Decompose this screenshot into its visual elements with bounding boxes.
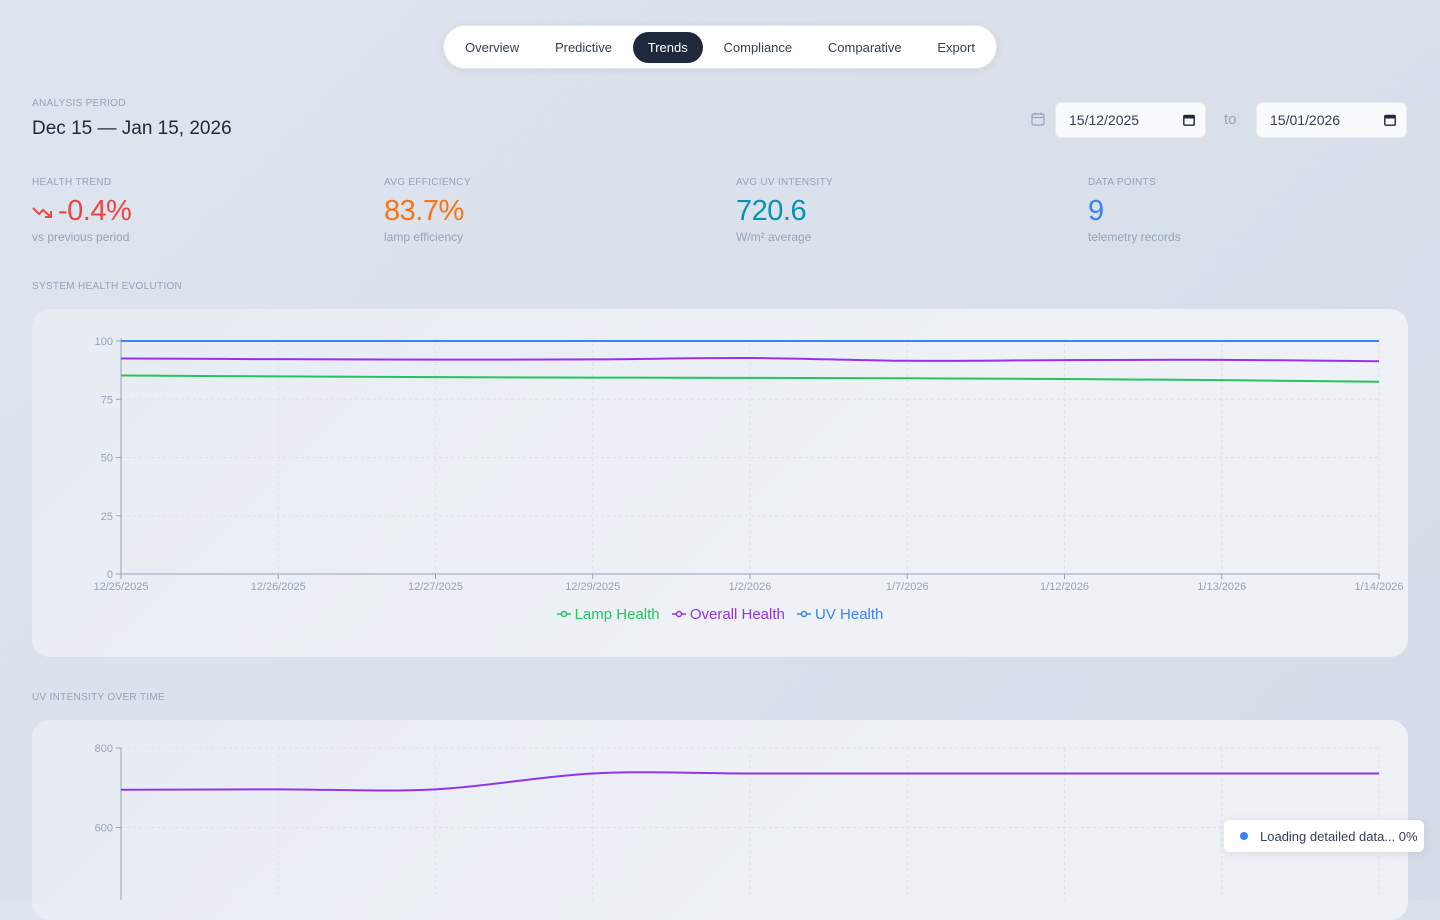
y-tick-label: 50 (101, 453, 113, 465)
y-tick-label: 100 (95, 336, 113, 348)
stat-health-trend: HEALTH TREND -0.4% vs previous period (32, 177, 332, 244)
to-label: to (1224, 111, 1237, 128)
loading-text: Loading detailed data... 0% (1260, 828, 1418, 844)
tab-bar: Overview Predictive Trends Compliance Co… (443, 25, 997, 69)
section-label-health: SYSTEM HEALTH EVOLUTION (32, 281, 183, 292)
tab-compliance[interactable]: Compliance (723, 39, 793, 55)
x-tick-label: 1/13/2026 (1197, 581, 1246, 593)
legend-item-overall-health[interactable]: Overall Health (671, 605, 785, 623)
health-chart-legend: Lamp Health Overall Health UV Health (0, 605, 1440, 623)
y-tick-label: 75 (101, 394, 113, 406)
legend-label: Overall Health (689, 605, 785, 623)
x-tick-label: 1/12/2026 (1040, 581, 1089, 593)
date-to-input[interactable]: 15/01/2026 (1256, 102, 1407, 138)
stat-data-points: DATA POINTS 9 telemetry records (1088, 177, 1388, 244)
tab-comparative[interactable]: Comparative (827, 39, 902, 55)
tab-trends[interactable]: Trends (632, 31, 703, 63)
stat-label: HEALTH TREND (32, 177, 112, 188)
calendar-picker-icon[interactable] (1384, 114, 1396, 126)
x-tick-label: 12/29/2025 (565, 581, 620, 593)
legend-marker-icon (797, 610, 812, 618)
stat-health-trend-value: -0.4% (58, 195, 132, 227)
date-from-value: 15/12/2025 (1069, 112, 1140, 128)
stat-sub: telemetry records (1088, 230, 1181, 244)
trending-down-icon (32, 207, 52, 219)
date-from-input[interactable]: 15/12/2025 (1055, 102, 1206, 138)
stat-avg-uv-intensity: AVG UV INTENSITY 720.6 W/m² average (736, 177, 1036, 244)
loading-toast: Loading detailed data... 0% (1224, 820, 1424, 852)
section-label-uv: UV INTENSITY OVER TIME (32, 692, 165, 703)
stat-sub: lamp efficiency (384, 230, 464, 244)
legend-marker-icon (671, 610, 686, 618)
legend-item-uv-health[interactable]: UV Health (797, 606, 883, 623)
x-tick-label: 12/25/2025 (93, 581, 148, 593)
series-line-1 (120, 356, 1380, 363)
health-chart-card (32, 309, 1408, 657)
stat-label: AVG UV INTENSITY (736, 177, 833, 188)
health-chart: 0 25 50 75 100 12/25/2025 12/26/2025 12/27/2025… (93, 336, 1404, 593)
uv-chart-card (32, 720, 1408, 920)
date-range: 15/12/2025 to 15/01/2026 (1028, 102, 1408, 138)
stat-value: 83.7% (384, 195, 464, 227)
tab-predictive[interactable]: Predictive (554, 39, 613, 55)
x-tick-label: 12/27/2025 (408, 581, 463, 593)
calendar-icon (1031, 112, 1045, 126)
x-tick-label: 12/26/2025 (251, 581, 306, 593)
y-tick-label: 0 (107, 569, 113, 581)
x-tick-label: 1/7/2026 (886, 581, 929, 593)
legend-label: Lamp Health (574, 605, 660, 623)
period-label: ANALYSIS PERIOD (32, 98, 126, 109)
legend-item-lamp-health[interactable]: Lamp Health (556, 605, 660, 623)
tab-export[interactable]: Export (937, 39, 975, 55)
stat-sub: vs previous period (32, 230, 130, 244)
legend-marker-icon (556, 610, 571, 618)
x-tick-label: 1/14/2026 (1355, 581, 1404, 593)
stat-value: -0.4% (32, 194, 332, 228)
legend-label: UV Health (815, 605, 884, 623)
stat-value: 720.6 (736, 195, 807, 227)
stat-label: DATA POINTS (1088, 177, 1156, 188)
loading-dot-icon (1240, 832, 1248, 840)
stat-value: 9 (1088, 195, 1104, 227)
period-value: Dec 15 — Jan 15, 2026 (32, 118, 232, 139)
y-tick-label: 25 (101, 511, 113, 523)
stat-label: AVG EFFICIENCY (384, 177, 471, 188)
date-to-value: 15/01/2026 (1270, 112, 1341, 128)
calendar-picker-icon[interactable] (1183, 114, 1195, 126)
stat-avg-efficiency: AVG EFFICIENCY 83.7% lamp efficiency (384, 177, 684, 244)
stat-sub: W/m² average (736, 230, 812, 244)
tab-overview[interactable]: Overview (465, 39, 520, 55)
series-line-0 (120, 374, 1380, 383)
x-tick-label: 1/2/2026 (729, 581, 772, 593)
